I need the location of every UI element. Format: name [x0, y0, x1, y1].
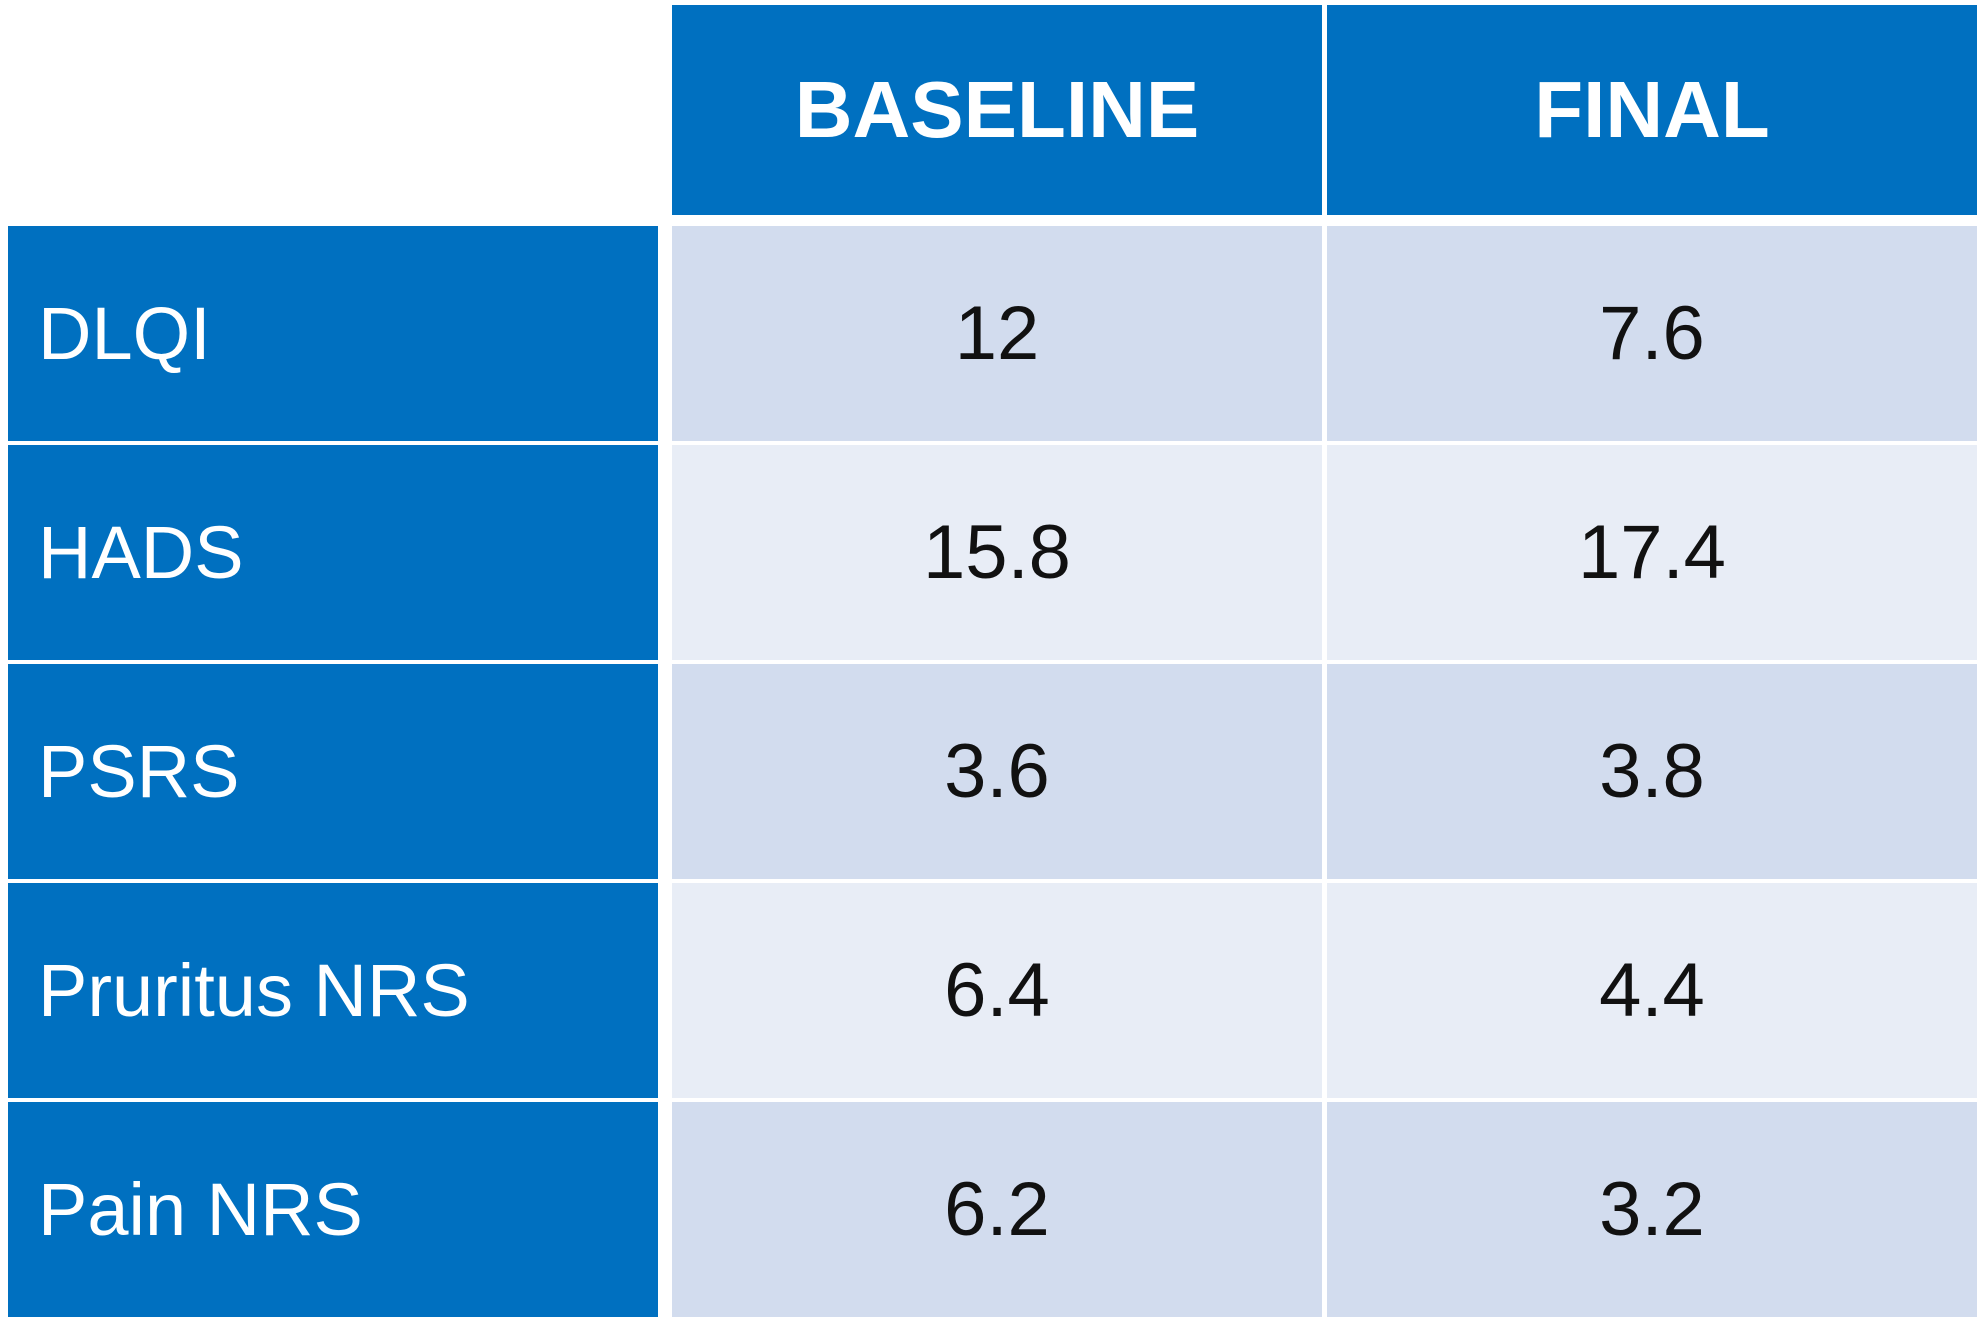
row-label: Pain NRS: [8, 1102, 658, 1317]
table-cell-value: 15.8: [672, 445, 1322, 660]
row-label: PSRS: [8, 664, 658, 879]
table-cell-value: 4.4: [1327, 883, 1977, 1098]
table-cell-value: 17.4: [1327, 445, 1977, 660]
row-label: DLQI: [8, 226, 658, 441]
column-header-final: FINAL: [1327, 5, 1977, 215]
table-cell-value: 3.2: [1327, 1102, 1977, 1317]
table-cell-value: 6.2: [672, 1102, 1322, 1317]
table-cell-value: 3.6: [672, 664, 1322, 879]
row-label: HADS: [8, 445, 658, 660]
column-header-baseline: BASELINE: [672, 5, 1322, 215]
table-cell-value: 7.6: [1327, 226, 1977, 441]
table-cell-value: 12: [672, 226, 1322, 441]
row-label: Pruritus NRS: [8, 883, 658, 1098]
table-cell-value: 3.8: [1327, 664, 1977, 879]
table-cell-value: 6.4: [672, 883, 1322, 1098]
